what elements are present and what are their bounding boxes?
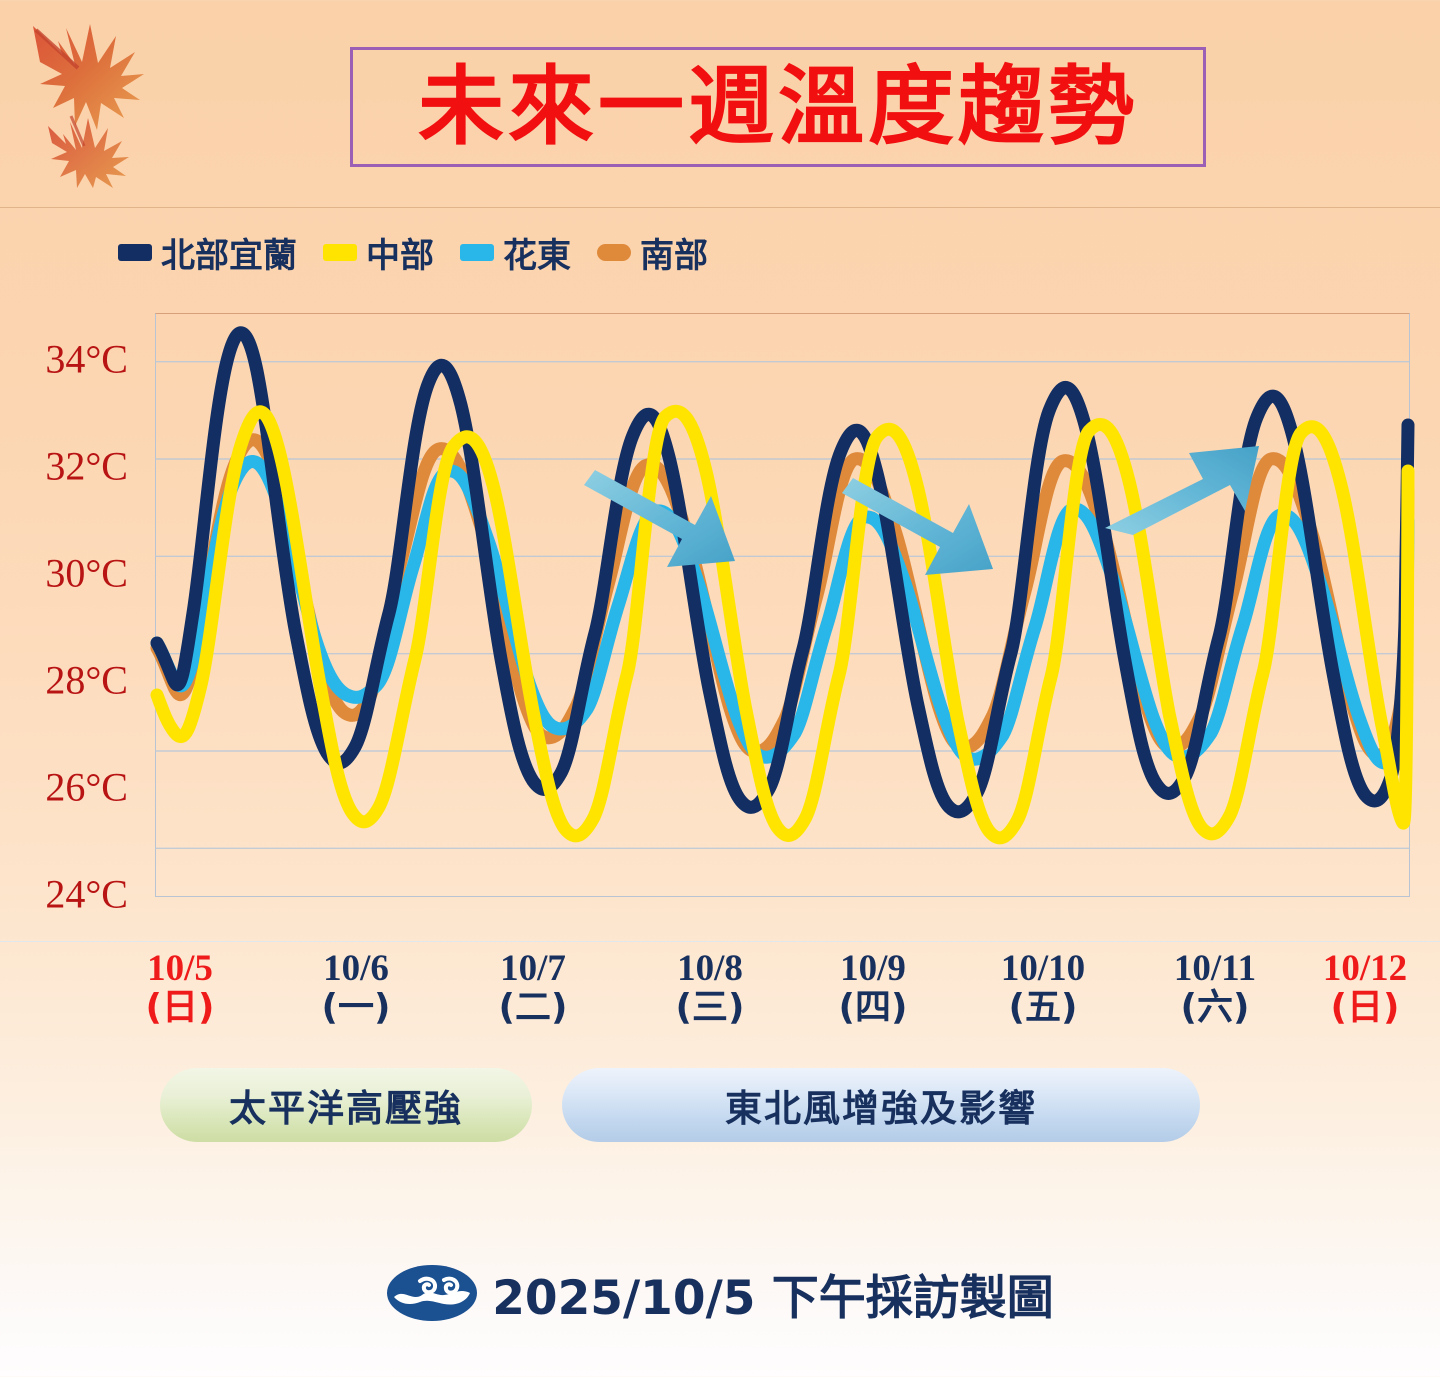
x-tick-weekday-10-12: (日)	[1330, 986, 1400, 1028]
legend-swatch-north-icon	[118, 244, 152, 261]
plot-area	[150, 313, 1415, 897]
tag-northeast-wind: 東北風增強及影響	[562, 1068, 1200, 1142]
x-tick-10-8: 10/8 (三)	[630, 948, 790, 1028]
x-tick-date-10-6: 10/6	[323, 948, 389, 989]
x-tick-date-10-5: 10/5	[147, 948, 213, 989]
chart-card: 北部宜蘭 中部 花東 南部 34°C 32°C 30°C 28°C 26°C 2…	[0, 207, 1440, 942]
x-tick-10-5: 10/5 (日)	[100, 948, 260, 1028]
legend-label-north: 北部宜蘭	[161, 236, 297, 276]
temperature-line-chart	[150, 326, 1415, 849]
series-line-north	[150, 326, 1415, 819]
maple-leaf-icon	[33, 24, 144, 188]
y-tick-32: 32°C	[45, 443, 128, 489]
legend-swatch-south-icon	[597, 244, 631, 261]
period-tags: 太平洋高壓強 東北風增強及影響	[0, 1068, 1440, 1148]
page-title: 未來一週溫度趨勢	[418, 57, 1138, 157]
legend-label-central: 中部	[366, 236, 434, 276]
x-tick-10-12: 10/12 (日)	[1285, 948, 1440, 1028]
x-tick-weekday-10-11: (六)	[1180, 986, 1250, 1028]
x-tick-10-11: 10/11 (六)	[1135, 948, 1295, 1028]
x-tick-10-10: 10/10 (五)	[963, 948, 1123, 1028]
x-tick-weekday-10-6: (一)	[321, 986, 391, 1028]
series-line-central	[150, 404, 1415, 845]
trend-arrow-down-2	[842, 478, 993, 575]
x-tick-date-10-9: 10/9	[840, 948, 906, 989]
x-tick-10-6: 10/6 (一)	[276, 948, 436, 1028]
tag-label-northeast-wind: 東北風增強及影響	[725, 1087, 1037, 1130]
x-tick-weekday-10-7: (二)	[498, 986, 568, 1028]
x-tick-date-10-10: 10/10	[1000, 948, 1086, 989]
legend-swatch-hualien-icon	[460, 244, 494, 261]
legend-label-south: 南部	[640, 236, 708, 276]
chart-legend: 北部宜蘭 中部 花東 南部	[118, 228, 708, 277]
cwa-wave-logo-icon	[387, 1265, 478, 1321]
legend-item-central[interactable]: 中部	[323, 228, 434, 277]
x-tick-date-10-7: 10/7	[500, 948, 566, 989]
tag-label-pacific-high-pressure: 太平洋高壓強	[229, 1087, 463, 1130]
series-line-hualien-taitung	[150, 455, 1415, 770]
x-tick-weekday-10-5: (日)	[145, 986, 215, 1028]
legend-swatch-central-icon	[323, 244, 357, 261]
footer: 2025/10/5 下午採訪製圖	[0, 1248, 1440, 1338]
x-tick-10-7: 10/7 (二)	[453, 948, 613, 1028]
footer-caption: 2025/10/5 下午採訪製圖	[492, 1270, 1054, 1326]
y-tick-30: 30°C	[45, 550, 128, 596]
legend-item-north[interactable]: 北部宜蘭	[118, 228, 297, 277]
trend-arrow-up-3	[1105, 446, 1259, 535]
x-tick-weekday-10-10: (五)	[1008, 986, 1078, 1028]
trend-arrows	[584, 446, 1259, 575]
y-tick-26: 26°C	[45, 764, 128, 810]
title-box: 未來一週溫度趨勢	[350, 47, 1206, 167]
legend-item-hualien-taitung[interactable]: 花東	[460, 228, 571, 277]
tag-pacific-high-pressure: 太平洋高壓強	[160, 1068, 532, 1142]
y-tick-34: 34°C	[45, 336, 128, 382]
x-tick-10-9: 10/9 (四)	[793, 948, 953, 1028]
gridlines	[155, 361, 1410, 849]
x-tick-weekday-10-8: (三)	[675, 986, 745, 1028]
x-axis: 10/5 (日) 10/6 (一) 10/7 (二) 10/8 (三) 10/9…	[0, 948, 1440, 1055]
legend-label-hualien-taitung: 花東	[503, 236, 571, 276]
x-tick-date-10-11: 10/11	[1173, 948, 1257, 989]
trend-arrow-down-1	[584, 470, 735, 567]
y-axis: 34°C 32°C 30°C 28°C 26°C 24°C	[0, 208, 150, 943]
x-tick-date-10-8: 10/8	[677, 948, 743, 989]
header: 未來一週溫度趨勢	[0, 0, 1440, 190]
legend-item-south[interactable]: 南部	[597, 228, 708, 277]
y-tick-28: 28°C	[45, 657, 128, 703]
x-tick-date-10-12: 10/12	[1322, 948, 1408, 989]
x-tick-weekday-10-9: (四)	[838, 986, 908, 1028]
y-tick-24: 24°C	[45, 871, 128, 917]
